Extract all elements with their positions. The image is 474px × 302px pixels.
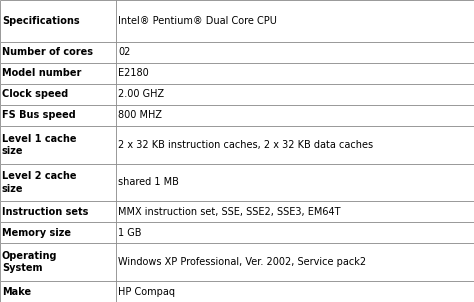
Text: Intel® Pentium® Dual Core CPU: Intel® Pentium® Dual Core CPU (118, 16, 277, 26)
Bar (0, 126, 116, 164)
Text: Operating
System: Operating System (2, 251, 57, 273)
Bar (116, 63, 474, 84)
Bar (0, 0, 116, 42)
Text: MMX instruction set, SSE, SSE2, SSE3, EM64T: MMX instruction set, SSE, SSE2, SSE3, EM… (118, 207, 340, 217)
Bar (116, 222, 474, 243)
Text: Memory size: Memory size (2, 228, 71, 238)
Bar (0, 243, 116, 281)
Bar (0, 222, 116, 243)
Text: 2 x 32 KB instruction caches, 2 x 32 KB data caches: 2 x 32 KB instruction caches, 2 x 32 KB … (118, 140, 373, 150)
Text: FS Bus speed: FS Bus speed (2, 110, 76, 120)
Text: E2180: E2180 (118, 68, 149, 79)
Bar (116, 105, 474, 126)
Text: Instruction sets: Instruction sets (2, 207, 88, 217)
Bar (0, 105, 116, 126)
Bar (0, 63, 116, 84)
Text: Level 2 cache
size: Level 2 cache size (2, 171, 76, 194)
Bar (0, 164, 116, 201)
Text: 2.00 GHZ: 2.00 GHZ (118, 89, 164, 99)
Bar (116, 243, 474, 281)
Text: HP Compaq: HP Compaq (118, 287, 175, 297)
Bar (116, 126, 474, 164)
Text: Level 1 cache
size: Level 1 cache size (2, 133, 76, 156)
Text: Model number: Model number (2, 68, 81, 79)
Bar (0, 42, 116, 63)
Bar (116, 84, 474, 105)
Text: 02: 02 (118, 47, 130, 57)
Bar (116, 42, 474, 63)
Text: Specifications: Specifications (2, 16, 80, 26)
Bar (116, 281, 474, 302)
Bar (0, 281, 116, 302)
Bar (116, 0, 474, 42)
Text: shared 1 MB: shared 1 MB (118, 178, 179, 188)
Bar (116, 201, 474, 222)
Text: Make: Make (2, 287, 31, 297)
Bar (116, 164, 474, 201)
Text: 800 MHZ: 800 MHZ (118, 110, 162, 120)
Text: Clock speed: Clock speed (2, 89, 68, 99)
Bar (0, 84, 116, 105)
Text: Number of cores: Number of cores (2, 47, 93, 57)
Text: Windows XP Professional, Ver. 2002, Service pack2: Windows XP Professional, Ver. 2002, Serv… (118, 257, 366, 267)
Text: 1 GB: 1 GB (118, 228, 142, 238)
Bar (0, 201, 116, 222)
